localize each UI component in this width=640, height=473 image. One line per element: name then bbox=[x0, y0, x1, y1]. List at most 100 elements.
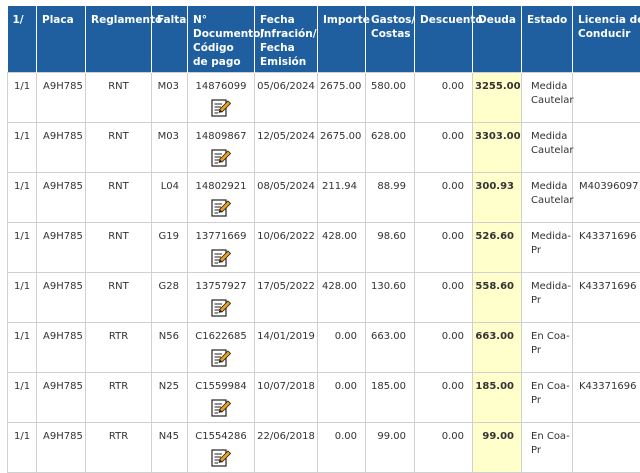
cell-importe: 2675.00 bbox=[318, 123, 366, 173]
cell-placa: A9H785 bbox=[37, 323, 86, 373]
table-row: 1/1 A9H785 RTR N45 C1554286 22/06/2018 0… bbox=[8, 423, 640, 473]
col-header-importe: Importe bbox=[318, 6, 366, 73]
cell-deuda: 558.60 bbox=[473, 273, 522, 323]
cell-falta: N45 bbox=[152, 423, 188, 473]
cell-placa: A9H785 bbox=[37, 73, 86, 123]
cell-falta: G19 bbox=[152, 223, 188, 273]
col-header-fecha: Fecha Infración/ Fecha Emisión bbox=[255, 6, 318, 73]
cell-fecha: 08/05/2024 bbox=[255, 173, 318, 223]
cell-licencia bbox=[573, 73, 640, 123]
cell-index: 1/1 bbox=[8, 323, 37, 373]
cell-descuento: 0.00 bbox=[415, 123, 473, 173]
cell-estado: En Coa-Pr bbox=[522, 423, 573, 473]
cell-documento: C1622685 bbox=[188, 323, 255, 373]
cell-importe: 0.00 bbox=[318, 373, 366, 423]
col-header-placa: Placa bbox=[37, 6, 86, 73]
cell-placa: A9H785 bbox=[37, 173, 86, 223]
cell-licencia bbox=[573, 123, 640, 173]
cell-importe: 428.00 bbox=[318, 223, 366, 273]
cell-deuda: 526.60 bbox=[473, 223, 522, 273]
cell-deuda: 300.93 bbox=[473, 173, 522, 223]
cell-falta: G28 bbox=[152, 273, 188, 323]
cell-fecha: 10/06/2022 bbox=[255, 223, 318, 273]
cell-reglamento: RNT bbox=[86, 223, 152, 273]
cell-estado: Medida Cautelar bbox=[522, 173, 573, 223]
cell-deuda: 3255.00 bbox=[473, 73, 522, 123]
cell-reglamento: RTR bbox=[86, 373, 152, 423]
col-header-reglamento: Reglamento bbox=[86, 6, 152, 73]
table-row: 1/1 A9H785 RNT G28 13757927 17/05/2022 4… bbox=[8, 273, 640, 323]
table-row: 1/1 A9H785 RNT L04 14802921 08/05/2024 2… bbox=[8, 173, 640, 223]
cell-reglamento: RNT bbox=[86, 273, 152, 323]
cell-placa: A9H785 bbox=[37, 423, 86, 473]
edit-document-icon[interactable] bbox=[211, 449, 231, 467]
cell-descuento: 0.00 bbox=[415, 223, 473, 273]
table-row: 1/1 A9H785 RTR N56 C1622685 14/01/2019 0… bbox=[8, 323, 640, 373]
cell-placa: A9H785 bbox=[37, 373, 86, 423]
edit-document-icon[interactable] bbox=[211, 399, 231, 417]
document-code: 13771669 bbox=[190, 230, 252, 244]
edit-document-icon[interactable] bbox=[211, 199, 231, 217]
cell-licencia: M40396097 bbox=[573, 173, 640, 223]
cell-deuda: 3303.00 bbox=[473, 123, 522, 173]
cell-index: 1/1 bbox=[8, 273, 37, 323]
edit-document-icon[interactable] bbox=[211, 249, 231, 267]
cell-importe: 211.94 bbox=[318, 173, 366, 223]
cell-gastos: 580.00 bbox=[366, 73, 415, 123]
cell-documento: C1554286 bbox=[188, 423, 255, 473]
cell-reglamento: RTR bbox=[86, 323, 152, 373]
cell-falta: M03 bbox=[152, 73, 188, 123]
cell-falta: M03 bbox=[152, 123, 188, 173]
cell-licencia bbox=[573, 323, 640, 373]
cell-index: 1/1 bbox=[8, 123, 37, 173]
cell-falta: N25 bbox=[152, 373, 188, 423]
edit-document-icon[interactable] bbox=[211, 99, 231, 117]
cell-documento: 13771669 bbox=[188, 223, 255, 273]
cell-reglamento: RNT bbox=[86, 123, 152, 173]
cell-reglamento: RNT bbox=[86, 173, 152, 223]
cell-importe: 0.00 bbox=[318, 423, 366, 473]
edit-document-icon[interactable] bbox=[211, 349, 231, 367]
cell-placa: A9H785 bbox=[37, 123, 86, 173]
cell-placa: A9H785 bbox=[37, 273, 86, 323]
cell-licencia: K43371696 bbox=[573, 373, 640, 423]
table-row: 1/1 A9H785 RNT M03 14809867 12/05/2024 2… bbox=[8, 123, 640, 173]
cell-fecha: 17/05/2022 bbox=[255, 273, 318, 323]
cell-descuento: 0.00 bbox=[415, 323, 473, 373]
col-header-deuda: Deuda bbox=[473, 6, 522, 73]
cell-falta: N56 bbox=[152, 323, 188, 373]
table-row: 1/1 A9H785 RTR N25 C1559984 10/07/2018 0… bbox=[8, 373, 640, 423]
cell-estado: Medida-Pr bbox=[522, 273, 573, 323]
cell-index: 1/1 bbox=[8, 223, 37, 273]
cell-descuento: 0.00 bbox=[415, 273, 473, 323]
cell-fecha: 12/05/2024 bbox=[255, 123, 318, 173]
cell-gastos: 185.00 bbox=[366, 373, 415, 423]
cell-gastos: 99.00 bbox=[366, 423, 415, 473]
cell-descuento: 0.00 bbox=[415, 373, 473, 423]
cell-gastos: 98.60 bbox=[366, 223, 415, 273]
col-header-documento: N° Documento/ Código de pago bbox=[188, 6, 255, 73]
cell-descuento: 0.00 bbox=[415, 73, 473, 123]
document-code: 14876099 bbox=[190, 80, 252, 94]
cell-importe: 428.00 bbox=[318, 273, 366, 323]
cell-fecha: 05/06/2024 bbox=[255, 73, 318, 123]
edit-document-icon[interactable] bbox=[211, 299, 231, 317]
cell-estado: Medida Cautelar bbox=[522, 123, 573, 173]
cell-importe: 0.00 bbox=[318, 323, 366, 373]
cell-documento: C1559984 bbox=[188, 373, 255, 423]
cell-estado: En Coa-Pr bbox=[522, 373, 573, 423]
cell-reglamento: RNT bbox=[86, 73, 152, 123]
header-row: 1/ Placa Reglamento Falta N° Documento/ … bbox=[8, 6, 640, 73]
col-header-gastos: Gastos/ Costas bbox=[366, 6, 415, 73]
cell-index: 1/1 bbox=[8, 423, 37, 473]
col-header-descuento: Descuento bbox=[415, 6, 473, 73]
col-header-estado: Estado bbox=[522, 6, 573, 73]
cell-descuento: 0.00 bbox=[415, 423, 473, 473]
cell-gastos: 663.00 bbox=[366, 323, 415, 373]
cell-estado: Medida-Pr bbox=[522, 223, 573, 273]
document-code: C1554286 bbox=[190, 430, 252, 444]
cell-gastos: 130.60 bbox=[366, 273, 415, 323]
cell-descuento: 0.00 bbox=[415, 173, 473, 223]
document-code: 14809867 bbox=[190, 130, 252, 144]
edit-document-icon[interactable] bbox=[211, 149, 231, 167]
